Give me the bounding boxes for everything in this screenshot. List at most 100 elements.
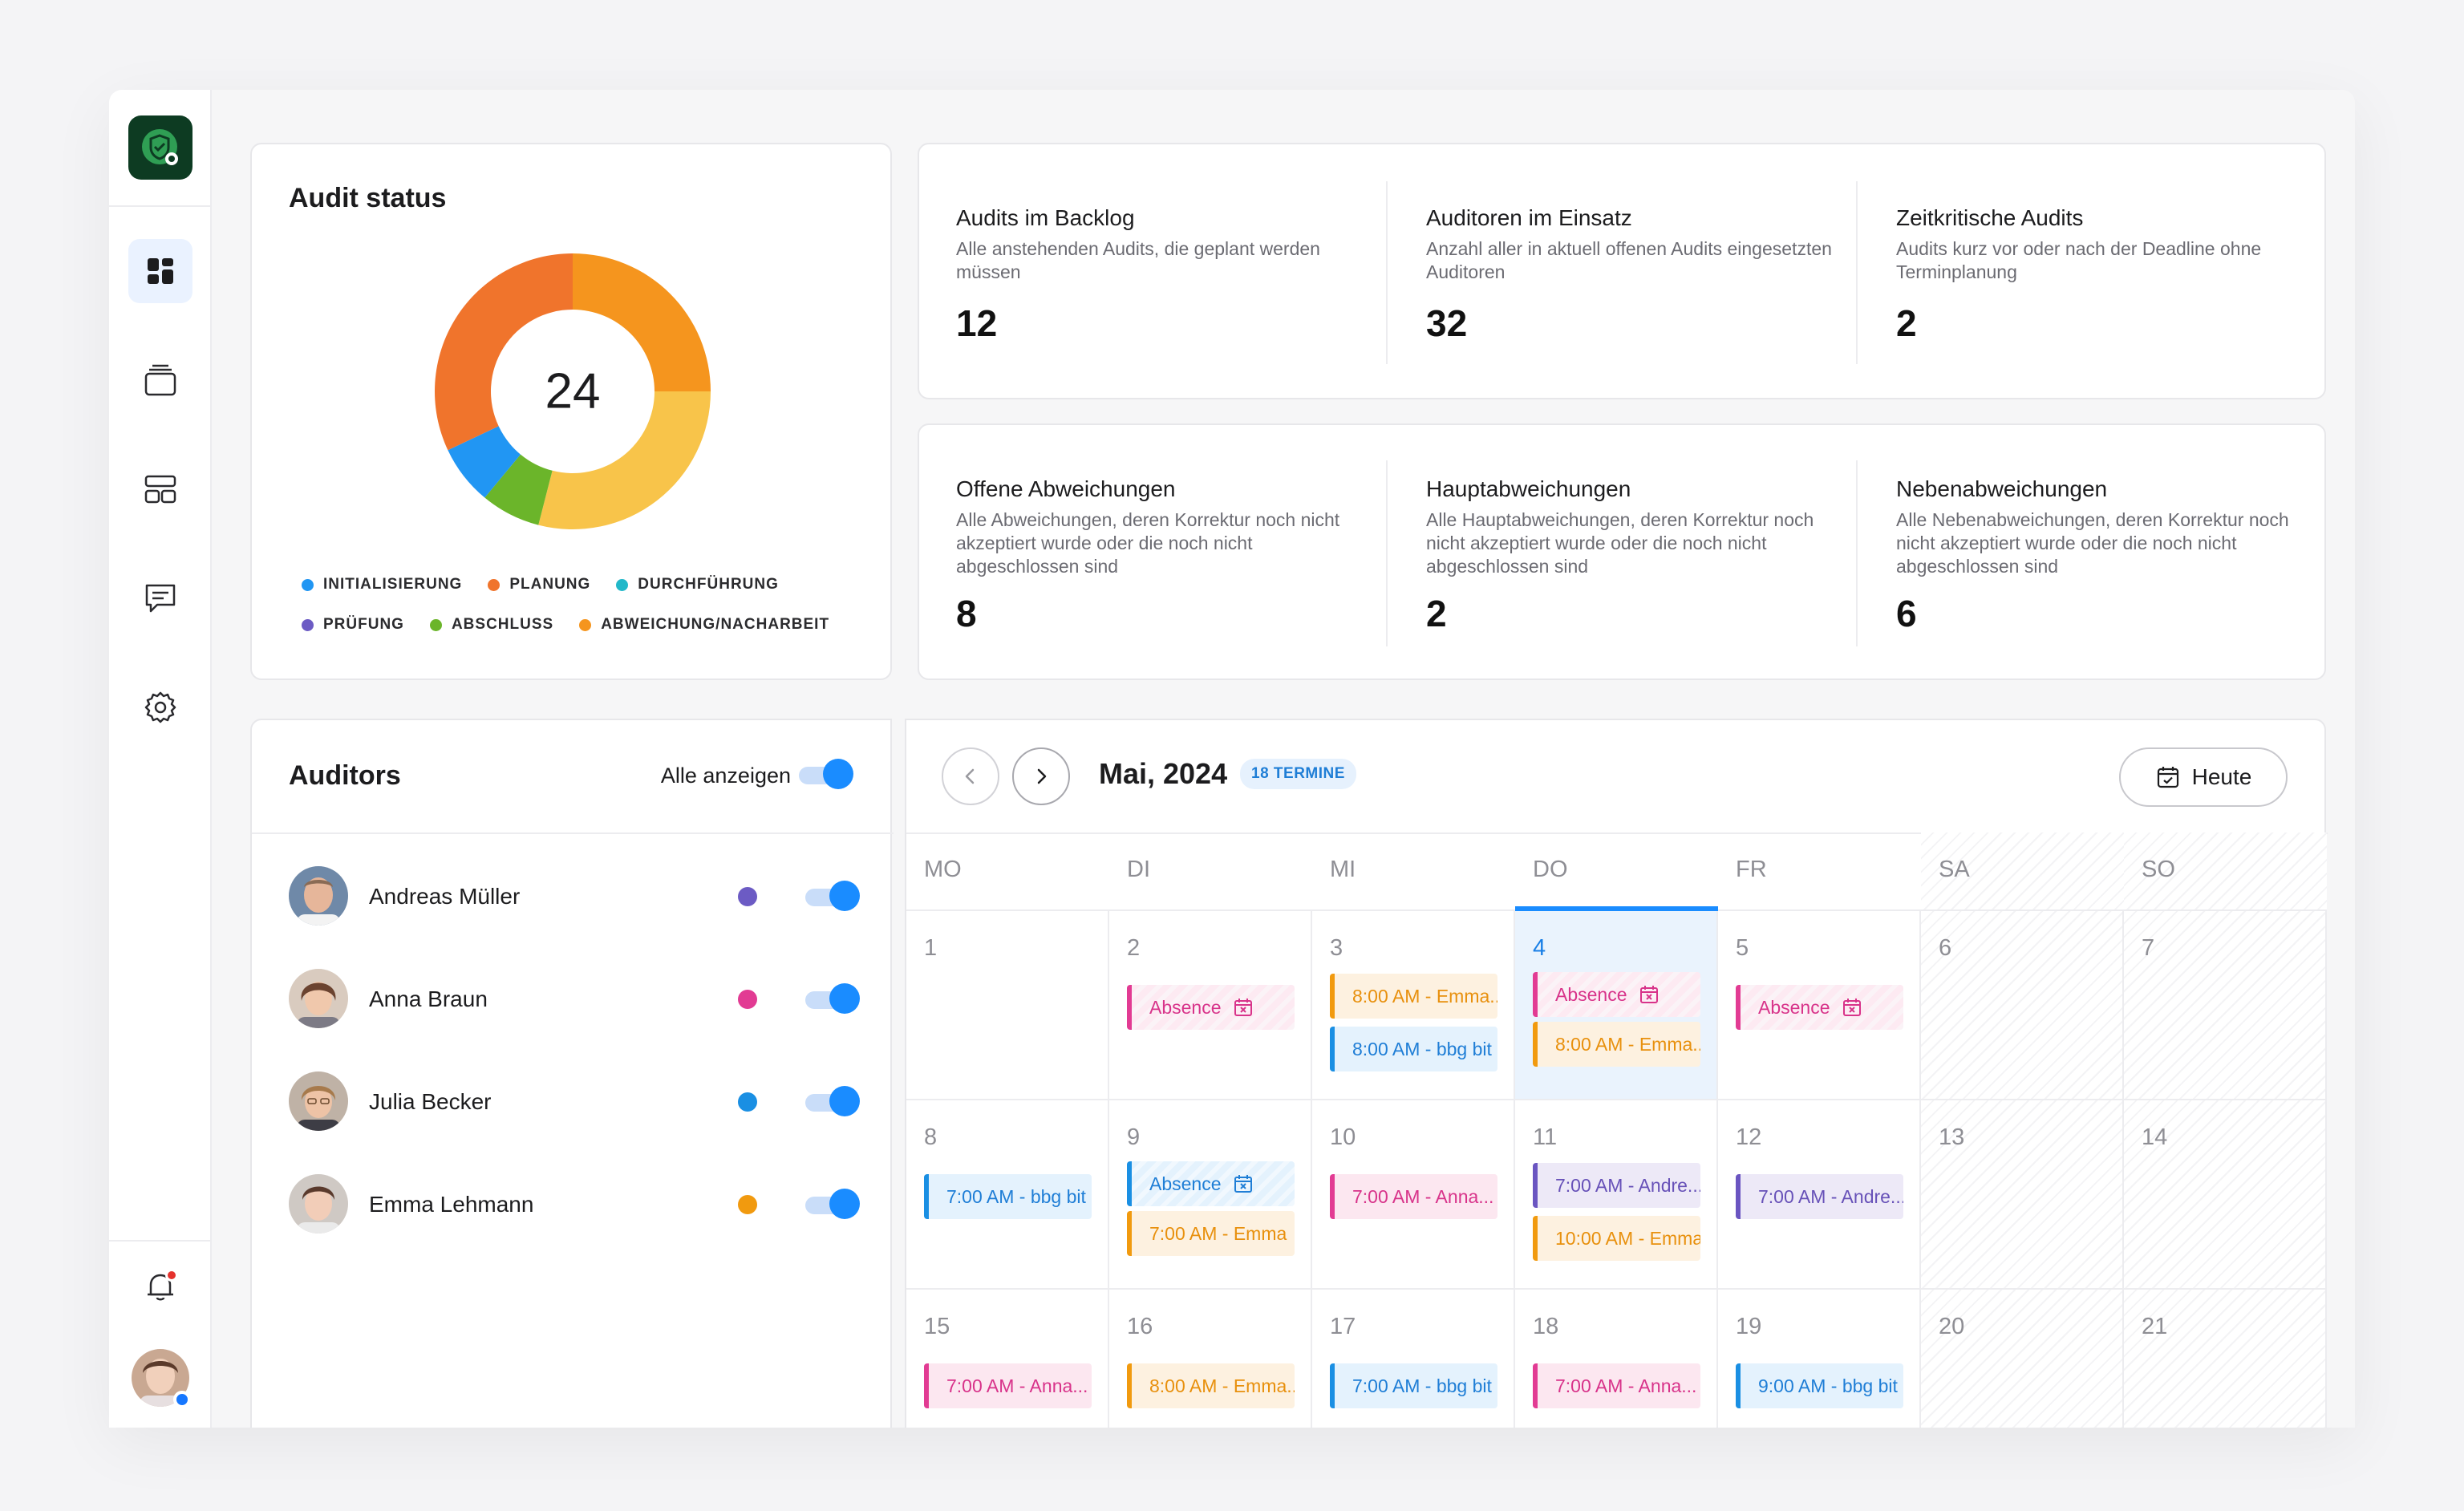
calendar-event[interactable]: 7:00 AM - bbg bit xyxy=(924,1174,1092,1219)
calendar-day-cell[interactable]: 21 xyxy=(2124,1290,2327,1428)
sidebar-divider xyxy=(109,1240,212,1242)
auditor-avatar xyxy=(289,1174,348,1234)
calendar-event[interactable]: 7:00 AM - Anna... xyxy=(1533,1363,1700,1408)
calendar-day-cell[interactable]: 11 7:00 AM - Andre... 10:00 AM - Emma xyxy=(1515,1100,1718,1290)
absence-event[interactable]: Absence xyxy=(1533,972,1700,1017)
app-logo[interactable] xyxy=(128,115,192,180)
event-label: 8:00 AM - bbg bit xyxy=(1352,1039,1492,1059)
weekday-header: MI xyxy=(1312,832,1515,911)
event-label: Absence xyxy=(1149,997,1222,1018)
donut-segment xyxy=(484,454,553,525)
calendar-day-cell[interactable]: 20 xyxy=(1921,1290,2124,1428)
calendar-day-cell[interactable]: 2 Absence xyxy=(1109,911,1312,1100)
stat-value: 32 xyxy=(1426,302,1468,344)
auditor-name: Julia Becker xyxy=(369,1089,492,1114)
auditor-toggle[interactable] xyxy=(802,881,860,911)
calendar-event[interactable]: 8:00 AM - Emma... xyxy=(1330,974,1497,1019)
day-number: 7 xyxy=(2142,935,2155,961)
absence-event[interactable]: Absence xyxy=(1127,985,1295,1030)
day-number: 14 xyxy=(2142,1124,2168,1150)
stat-value: 12 xyxy=(956,302,998,344)
calendar-event[interactable]: 8:00 AM - Emma... xyxy=(1127,1363,1295,1408)
event-label: 8:00 AM - Emma... xyxy=(1352,986,1497,1007)
weekday-label: MI xyxy=(1330,857,1356,882)
calendar-day-cell[interactable]: 19 9:00 AM - bbg bit xyxy=(1718,1290,1921,1428)
calendar-day-cell[interactable]: 13 xyxy=(1921,1100,2124,1290)
notifications-button[interactable] xyxy=(128,1254,192,1319)
stat-divider xyxy=(1856,181,1858,364)
auditor-photo xyxy=(289,866,348,926)
auditor-row[interactable]: Julia Becker xyxy=(289,1071,866,1136)
calendar-event[interactable]: 7:00 AM - Anna... xyxy=(1330,1174,1497,1219)
calendar-event[interactable]: 7:00 AM - Emma xyxy=(1127,1211,1295,1256)
absence-event[interactable]: Absence xyxy=(1736,985,1903,1030)
today-button[interactable]: Heute xyxy=(2119,747,2288,807)
auditor-row[interactable]: Emma Lehmann xyxy=(289,1174,866,1238)
nav-messages[interactable] xyxy=(128,566,192,630)
auditor-row[interactable]: Andreas Müller xyxy=(289,866,866,930)
calendar-event[interactable]: 10:00 AM - Emma xyxy=(1533,1216,1700,1261)
stat-title: Nebenabweichungen xyxy=(1896,476,2108,501)
calendar-day-cell[interactable]: 3 8:00 AM - Emma... 8:00 AM - bbg bit xyxy=(1312,911,1515,1100)
day-number: 15 xyxy=(924,1314,950,1339)
calendar-event[interactable]: 9:00 AM - bbg bit xyxy=(1736,1363,1903,1408)
auditor-toggle[interactable] xyxy=(802,983,860,1014)
calendar-event[interactable]: 7:00 AM - Andre... xyxy=(1736,1174,1903,1219)
stats-card-bottom: Offene Abweichungen Alle Abweichungen, d… xyxy=(918,423,2326,680)
auditor-row[interactable]: Anna Braun xyxy=(289,969,866,1033)
calendar-panel: Mai, 2024 18 TERMINE Heute MO DI MI DO FR SA S… xyxy=(905,719,2328,1428)
settings-icon xyxy=(144,691,176,723)
calendar-day-cell[interactable]: 10 7:00 AM - Anna... xyxy=(1312,1100,1515,1290)
absence-event[interactable]: Absence xyxy=(1127,1161,1295,1206)
today-label: Heute xyxy=(2191,764,2252,789)
day-number: 12 xyxy=(1736,1124,1762,1150)
nav-stack[interactable] xyxy=(128,348,192,412)
audit-status-title: Audit status xyxy=(289,183,447,213)
calendar-day-cell[interactable]: 14 xyxy=(2124,1100,2327,1290)
auditor-toggle[interactable] xyxy=(802,1189,860,1219)
calendar-day-cell[interactable]: 15 7:00 AM - Anna... xyxy=(906,1290,1109,1428)
calendar-day-cell[interactable]: 6 xyxy=(1921,911,2124,1100)
weekday-label: MO xyxy=(924,857,962,882)
calendar-day-cell[interactable]: 8 7:00 AM - bbg bit xyxy=(906,1100,1109,1290)
stat-time-critical: Zeitkritische Audits Audits kurz vor ode… xyxy=(1896,144,2313,398)
day-number: 19 xyxy=(1736,1314,1762,1339)
nav-dashboard[interactable] xyxy=(128,239,192,303)
next-month-button[interactable] xyxy=(1012,747,1070,805)
stat-description: Alle Nebenabweichungen, deren Korrektur … xyxy=(1896,509,2289,577)
nav-settings[interactable] xyxy=(128,675,192,739)
weekday-label: FR xyxy=(1736,857,1767,882)
calendar-event[interactable]: 7:00 AM - Andre... xyxy=(1533,1163,1700,1208)
stat-title: Zeitkritische Audits xyxy=(1896,205,2084,230)
calendar-day-cell[interactable]: 5 Absence xyxy=(1718,911,1921,1100)
month-label: Mai, 2024 xyxy=(1099,757,1228,790)
stack-icon xyxy=(144,364,176,396)
legend-dot xyxy=(302,578,314,591)
nav-grid[interactable] xyxy=(128,457,192,521)
event-label: 7:00 AM - Anna... xyxy=(1555,1375,1697,1396)
calendar-day-cell[interactable]: 16 8:00 AM - Emma... xyxy=(1109,1290,1312,1428)
user-avatar[interactable] xyxy=(132,1349,191,1408)
auditor-toggle[interactable] xyxy=(802,1086,860,1116)
legend-dot xyxy=(579,618,592,631)
calendar-day-cell[interactable]: 17 7:00 AM - bbg bit xyxy=(1312,1290,1515,1428)
calendar-event[interactable]: 8:00 AM - bbg bit xyxy=(1330,1027,1497,1071)
notification-badge xyxy=(165,1269,178,1282)
legend-label: ABWEICHUNG/NACHARBEIT xyxy=(601,616,830,633)
audit-status-card: Audit status 24 INITIALISIERUNG PLANUNG DU… xyxy=(250,143,892,680)
calendar-event[interactable]: 8:00 AM - Emma... xyxy=(1533,1022,1700,1067)
stat-value: 2 xyxy=(1426,593,1447,634)
calendar-day-cell[interactable]: 7 xyxy=(2124,911,2327,1100)
calendar-day-cell[interactable]: 9 Absence 7:00 AM - Emma xyxy=(1109,1100,1312,1290)
calendar-event[interactable]: 7:00 AM - Anna... xyxy=(924,1363,1092,1408)
show-all-toggle[interactable] xyxy=(796,759,853,789)
calendar-day-cell[interactable]: 1 xyxy=(906,911,1109,1100)
auditor-photo xyxy=(289,1071,348,1131)
calendar-day-cell[interactable]: 18 7:00 AM - Anna... xyxy=(1515,1290,1718,1428)
day-number: 17 xyxy=(1330,1314,1356,1339)
prev-month-button[interactable] xyxy=(942,747,999,805)
event-label: 7:00 AM - bbg bit xyxy=(1352,1375,1492,1396)
calendar-day-cell[interactable]: 12 7:00 AM - Andre... xyxy=(1718,1100,1921,1290)
calendar-event[interactable]: 7:00 AM - bbg bit xyxy=(1330,1363,1497,1408)
calendar-day-cell[interactable]: 4 Absence 8:00 AM - Emma... xyxy=(1515,911,1718,1100)
